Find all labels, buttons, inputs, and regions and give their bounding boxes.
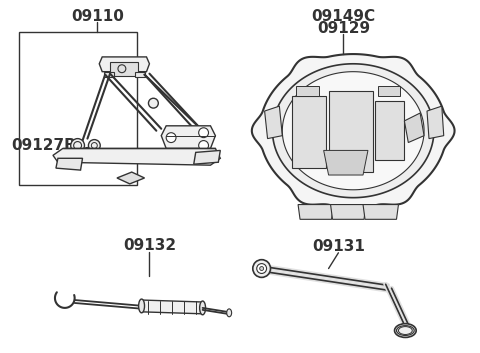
Circle shape	[88, 139, 100, 151]
Polygon shape	[375, 101, 404, 160]
Polygon shape	[194, 150, 220, 164]
Polygon shape	[273, 64, 434, 198]
Bar	[110, 62, 138, 76]
Polygon shape	[117, 172, 144, 184]
Polygon shape	[135, 72, 144, 77]
Circle shape	[166, 133, 176, 143]
Ellipse shape	[395, 324, 416, 337]
Polygon shape	[404, 113, 424, 143]
Circle shape	[257, 264, 266, 274]
Circle shape	[199, 128, 208, 138]
Polygon shape	[378, 86, 400, 96]
Polygon shape	[56, 158, 83, 170]
Text: 09149C: 09149C	[312, 9, 375, 24]
Polygon shape	[53, 149, 220, 165]
Polygon shape	[142, 300, 203, 314]
Circle shape	[199, 140, 208, 150]
Polygon shape	[264, 106, 282, 139]
Text: 09129: 09129	[317, 21, 370, 36]
Circle shape	[253, 260, 271, 277]
Polygon shape	[331, 204, 366, 219]
Polygon shape	[296, 86, 319, 96]
Text: 09127B: 09127B	[12, 138, 76, 153]
Polygon shape	[99, 57, 149, 72]
Text: S: S	[308, 104, 316, 114]
Polygon shape	[324, 150, 368, 175]
Circle shape	[71, 139, 84, 152]
Polygon shape	[104, 72, 114, 77]
Polygon shape	[282, 72, 424, 190]
Ellipse shape	[139, 299, 144, 313]
Polygon shape	[161, 126, 216, 149]
Ellipse shape	[398, 327, 412, 335]
Polygon shape	[329, 91, 373, 172]
Bar	[19, 32, 137, 185]
Polygon shape	[292, 96, 325, 168]
Circle shape	[83, 148, 92, 157]
Text: 09132: 09132	[123, 238, 176, 253]
Text: 09131: 09131	[312, 239, 365, 255]
Ellipse shape	[200, 301, 205, 315]
Ellipse shape	[396, 325, 414, 335]
Polygon shape	[252, 54, 455, 208]
Polygon shape	[298, 204, 334, 219]
Circle shape	[260, 267, 264, 270]
Ellipse shape	[227, 309, 232, 317]
Text: 09110: 09110	[71, 9, 124, 24]
Polygon shape	[363, 204, 398, 219]
Circle shape	[148, 98, 158, 108]
Polygon shape	[427, 106, 444, 139]
